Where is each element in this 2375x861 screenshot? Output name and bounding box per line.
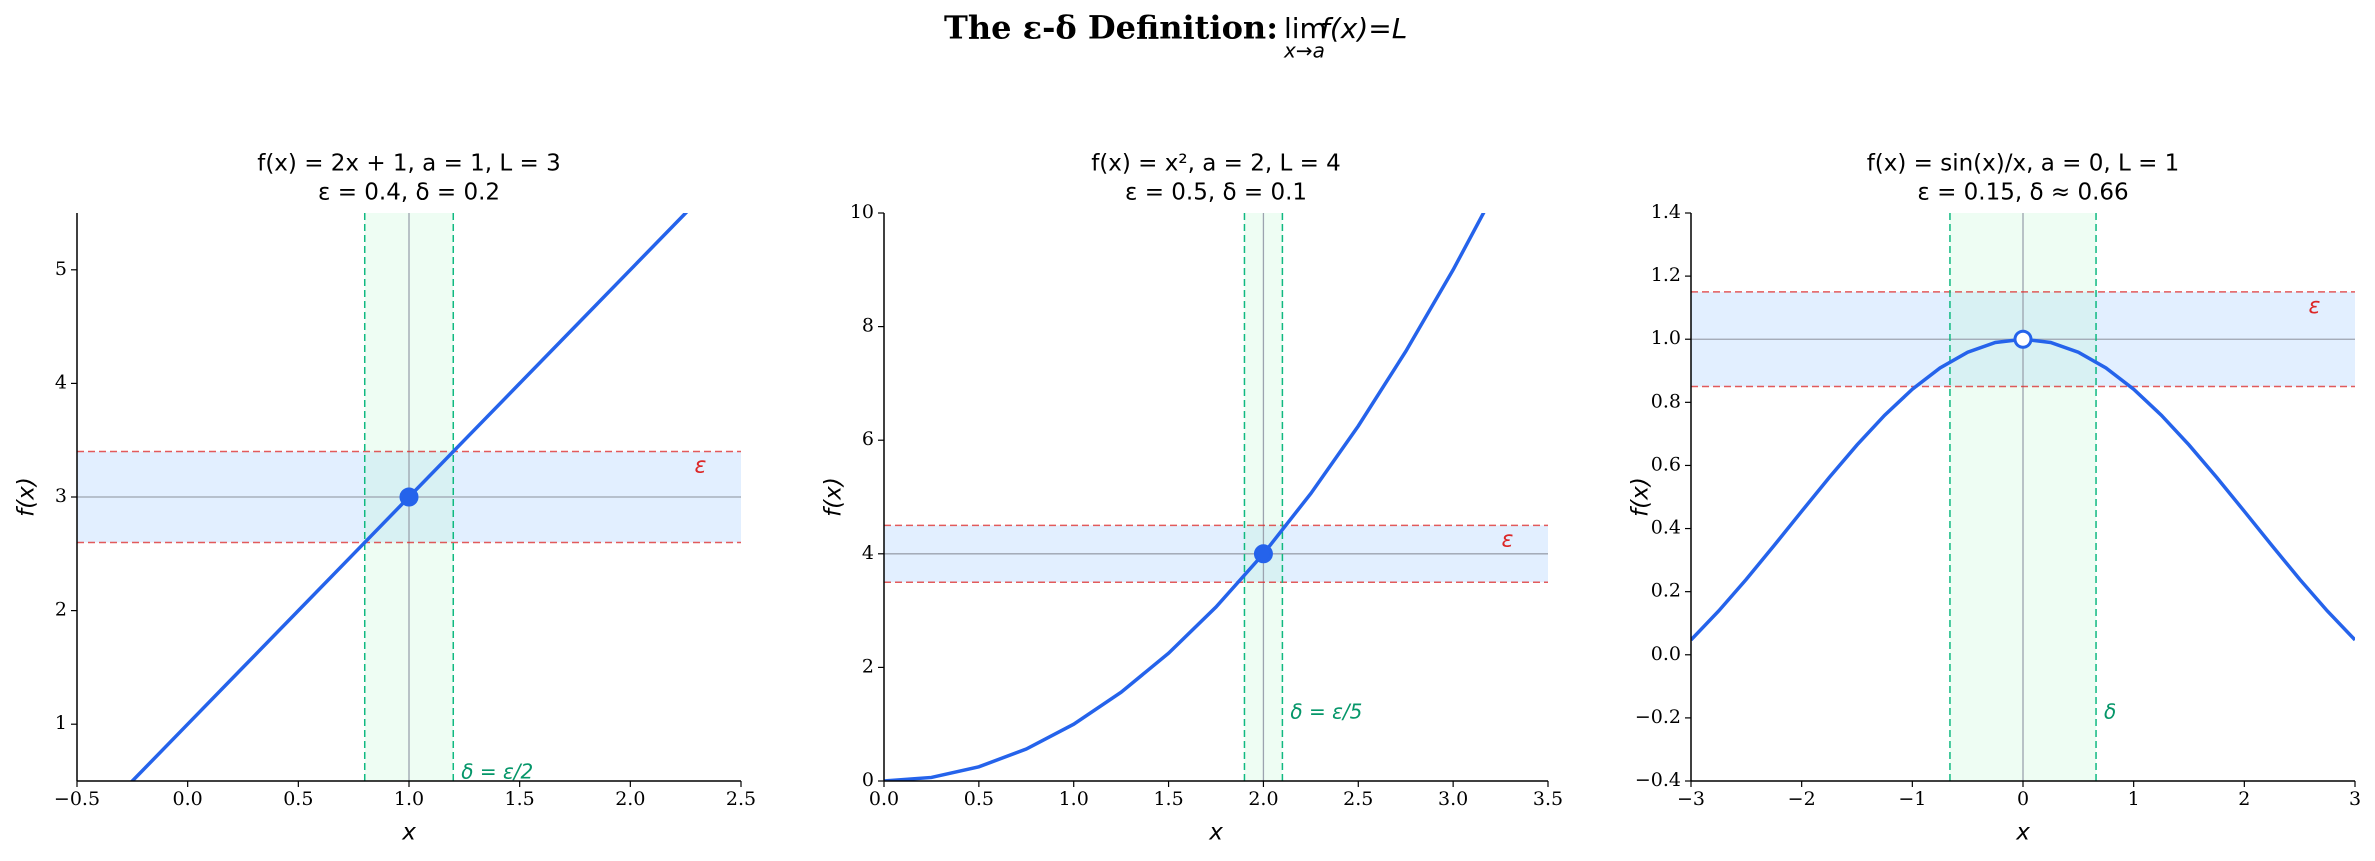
y-tick-label: 1.0 [1651,327,1681,349]
epsilon-label: ε [2309,294,2321,319]
y-tick-label: −0.2 [1635,706,1681,728]
hollow-point [2013,329,2033,349]
x-tick-label: 2.0 [615,788,645,810]
chart-title: ε = 0.5, δ = 0.1 [1125,180,1307,206]
delta-label: δ = ε/2 [461,760,533,784]
x-tick-label: 3.0 [1438,788,1468,810]
x-tick-label: −2 [1788,788,1816,810]
y-tick-label: 6 [862,428,874,450]
y-tick-label: 1 [55,712,67,734]
x-tick-label: 0.0 [173,788,203,810]
y-tick-label: 0.4 [1651,517,1681,539]
limit-point [399,487,419,507]
epsilon-label: ε [1502,527,1514,552]
x-tick-label: −3 [1677,788,1705,810]
x-tick-label: 1.5 [1153,788,1183,810]
suptitle-expr: f(x)=L [1320,12,1407,45]
y-tick-label: 4 [55,371,67,393]
x-tick-label: −0.5 [54,788,100,810]
y-tick-label: 5 [55,258,67,280]
suptitle: The ε-δ Definition: [944,9,1278,47]
x-tick-label: 2 [2238,788,2250,810]
x-tick-label: 1.0 [394,788,424,810]
x-tick-label: 3 [2349,788,2361,810]
x-tick-label: 1 [2128,788,2140,810]
chart-title: f(x) = 2x + 1, a = 1, L = 3 [257,151,561,177]
x-tick-label: 1.5 [505,788,535,810]
y-tick-label: 0.8 [1651,390,1681,412]
x-axis-label: x [2015,820,2030,846]
y-axis-label: f(x) [14,477,40,517]
chart-title: f(x) = sin(x)/x, a = 0, L = 1 [1867,151,2180,177]
x-tick-label: 1.0 [1059,788,1089,810]
delta-label: δ [2104,699,2116,723]
limit-point [1253,544,1273,564]
y-tick-label: 2 [862,655,874,677]
x-tick-label: 3.5 [1533,788,1563,810]
plot-area [1691,213,2355,781]
suptitle-limit-sub: x→a [1283,39,1325,63]
y-tick-label: 0.6 [1651,453,1681,475]
y-tick-label: 0 [862,769,874,791]
delta-label: δ = ε/5 [1290,699,1362,723]
chart-title: ε = 0.4, δ = 0.2 [318,180,500,206]
curve [884,213,1486,781]
y-tick-label: 3 [55,485,67,507]
x-tick-label: 2.5 [726,788,756,810]
x-tick-label: 0.5 [283,788,313,810]
y-tick-label: 1.2 [1651,264,1681,286]
epsilon-label: ε [695,454,707,479]
y-axis-label: f(x) [1628,477,1654,517]
y-tick-label: 4 [862,542,874,564]
x-tick-label: 2.5 [1343,788,1373,810]
x-axis-label: x [401,820,416,846]
y-tick-label: 1.4 [1651,201,1681,223]
x-tick-label: −1 [1898,788,1926,810]
suptitle-limit: lim [1284,12,1327,45]
chart-title: ε = 0.15, δ ≈ 0.66 [1917,180,2128,206]
x-tick-label: 0.5 [964,788,994,810]
y-tick-label: 10 [850,201,874,223]
x-axis-label: x [1208,820,1223,846]
x-tick-label: 0 [2017,788,2029,810]
y-tick-label: 2 [55,599,67,621]
y-tick-label: 8 [862,315,874,337]
x-tick-label: 0.0 [869,788,899,810]
y-tick-label: −0.4 [1635,769,1681,791]
y-tick-label: 0.0 [1651,643,1681,665]
x-tick-label: 2.0 [1248,788,1278,810]
chart-title: f(x) = x², a = 2, L = 4 [1091,151,1341,177]
y-axis-label: f(x) [821,477,847,517]
plot-area [884,213,1548,781]
y-tick-label: 0.2 [1651,580,1681,602]
